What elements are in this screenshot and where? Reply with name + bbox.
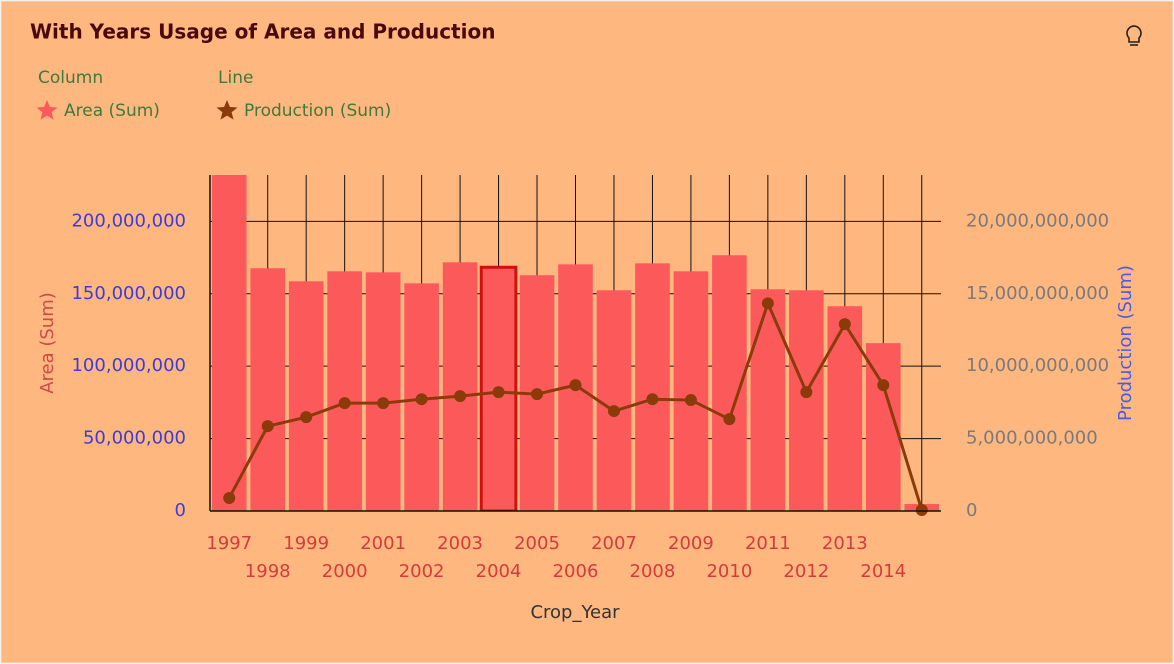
- line-point: [607, 405, 620, 418]
- y2-tick-label: 5,000,000,000: [966, 428, 1098, 449]
- x-tick-label: 2005: [514, 533, 560, 554]
- bar: [596, 290, 632, 511]
- y-tick-label: 0: [175, 500, 186, 521]
- line-point: [492, 386, 505, 399]
- bar: [635, 263, 670, 511]
- x-tick-label: 2008: [630, 561, 676, 582]
- x-tick-label: 1999: [283, 533, 329, 554]
- x-tick-label: 2003: [437, 533, 483, 554]
- line-point: [646, 393, 659, 406]
- line-point: [261, 420, 274, 433]
- line-point: [723, 413, 736, 426]
- x-tick-label: 2013: [822, 533, 868, 554]
- x-tick-label: 2010: [706, 561, 752, 582]
- y-tick-label: 50,000,000: [83, 428, 186, 449]
- line-point: [223, 491, 236, 504]
- y-tick-label: 150,000,000: [71, 283, 186, 304]
- bar: [789, 290, 824, 511]
- x-tick-label: 1998: [245, 561, 291, 582]
- line-point: [338, 397, 351, 410]
- chart-title: With Years Usage of Area and Production: [30, 20, 495, 44]
- legend-symbol[interactable]: [216, 100, 238, 120]
- y-axis-title: Area (Sum): [37, 292, 58, 394]
- y2-axis-title: Production (Sum): [1115, 265, 1136, 421]
- bar: [442, 262, 478, 511]
- y2-tick-label: 15,000,000,000: [966, 283, 1109, 304]
- x-tick-label: 2009: [668, 533, 714, 554]
- plot-area: [209, 175, 941, 516]
- x-tick-label: 2000: [322, 561, 368, 582]
- line-point: [415, 393, 428, 406]
- x-tick-label: 2001: [360, 533, 406, 554]
- bar: [250, 268, 286, 511]
- line-point: [800, 386, 813, 399]
- y2-tick-label: 0: [966, 500, 977, 521]
- line-point: [377, 397, 390, 410]
- bar: [211, 175, 247, 511]
- line-point: [531, 388, 544, 401]
- x-tick-label: 2006: [553, 561, 599, 582]
- line-point: [569, 379, 582, 392]
- bar: [827, 306, 863, 511]
- insight-icon[interactable]: [1126, 25, 1142, 46]
- line-point: [454, 390, 467, 403]
- line-point: [838, 318, 851, 331]
- bar: [750, 289, 786, 511]
- legend-group: Line: [218, 68, 253, 88]
- x-tick-label: 2004: [476, 561, 522, 582]
- y-tick-label: 100,000,000: [71, 355, 186, 376]
- line-point: [915, 503, 928, 516]
- line-point: [300, 411, 313, 424]
- x-tick-label: 2007: [591, 533, 637, 554]
- x-tick-label: 2011: [745, 533, 791, 554]
- x-axis-title: Crop_Year: [530, 602, 620, 623]
- legend-group: Column: [38, 68, 103, 88]
- line-point: [877, 379, 890, 392]
- legend-label[interactable]: Production (Sum): [244, 101, 391, 121]
- line-point: [684, 394, 697, 407]
- x-tick-label: 2014: [860, 561, 906, 582]
- legend-symbol[interactable]: [36, 100, 58, 120]
- plot-clip: [211, 175, 940, 511]
- y-tick-label: 200,000,000: [71, 210, 186, 231]
- x-tick-label: 2002: [399, 561, 445, 582]
- y2-tick-label: 20,000,000,000: [966, 210, 1109, 231]
- legend-label[interactable]: Area (Sum): [64, 101, 160, 121]
- bar: [365, 272, 401, 511]
- y2-tick-label: 10,000,000,000: [966, 355, 1109, 376]
- line-point: [761, 297, 774, 310]
- bar: [327, 271, 362, 511]
- x-tick-label: 2012: [783, 561, 829, 582]
- bar: [288, 281, 324, 511]
- bar: [673, 271, 709, 511]
- x-tick-label: 1997: [206, 533, 252, 554]
